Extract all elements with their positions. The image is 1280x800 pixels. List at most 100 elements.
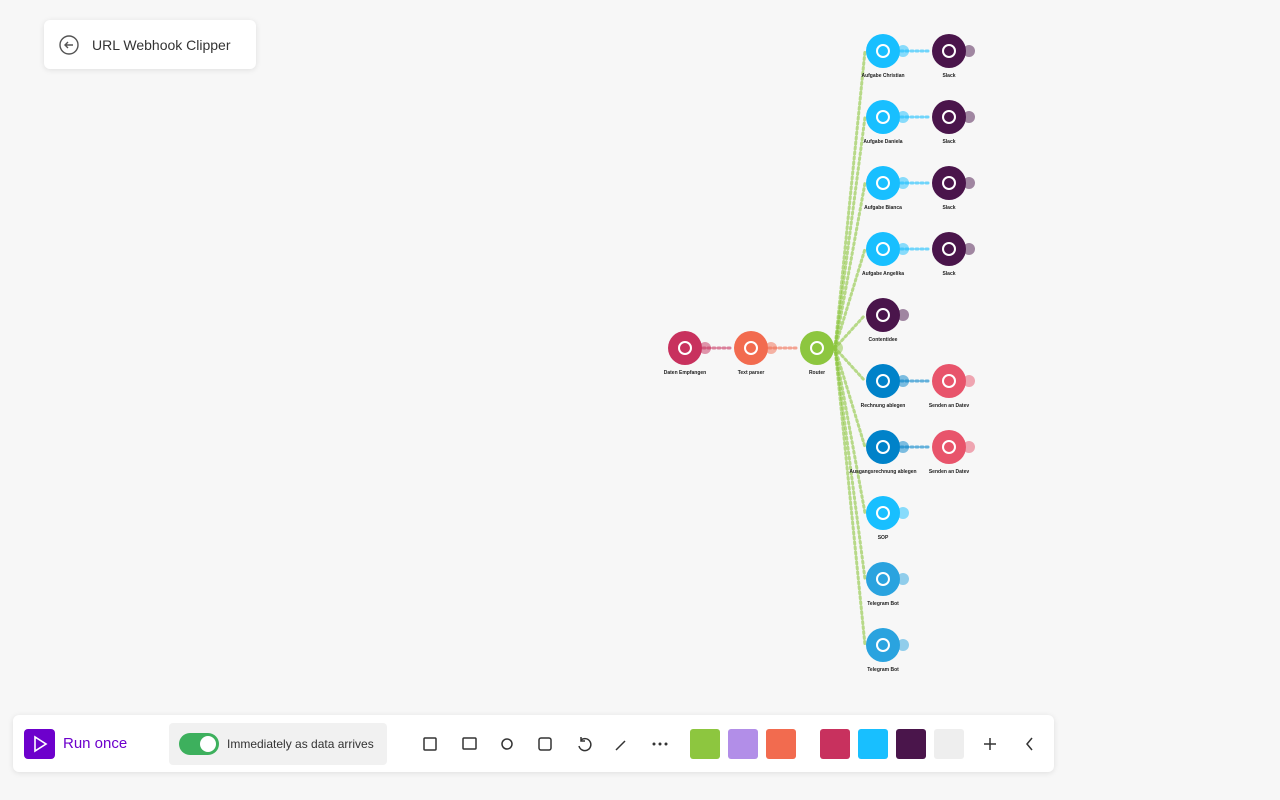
module-glyph — [876, 110, 890, 124]
module-glyph — [876, 374, 890, 388]
module[interactable]: SOP — [866, 496, 909, 541]
module-handle — [963, 177, 975, 189]
module-handle — [897, 573, 909, 585]
module-label: Aufgabe Daniela — [863, 139, 902, 145]
module-handle — [963, 111, 975, 123]
module[interactable]: Text parser — [734, 331, 777, 376]
module-label: Slack — [942, 271, 955, 277]
module-glyph — [942, 176, 956, 190]
module-handle — [897, 309, 909, 321]
tool-airtable[interactable] — [858, 729, 888, 759]
tool-flow[interactable] — [728, 729, 758, 759]
module-glyph — [810, 341, 824, 355]
module-handle — [897, 45, 909, 57]
module[interactable]: Daten Empfangen — [664, 331, 711, 376]
back-button[interactable] — [58, 34, 80, 56]
module-handle — [831, 342, 843, 354]
module-icon — [866, 232, 900, 266]
scenario-canvas: Daten Empfangen Text parser Router Aufgabe … — [664, 34, 975, 673]
module-handle — [897, 375, 909, 387]
module-icon — [866, 100, 900, 134]
module-label: Slack — [942, 73, 955, 79]
module-label: Telegram Bot — [867, 601, 899, 607]
module[interactable]: Senden an Datev — [929, 364, 975, 409]
module[interactable]: Aufgabe Daniela — [863, 100, 909, 145]
module[interactable]: Aufgabe Angelika — [862, 232, 909, 277]
module-label: Contentidee — [869, 337, 898, 343]
module-label: Slack — [942, 139, 955, 145]
module-icon — [866, 628, 900, 662]
module[interactable]: Aufgabe Bianca — [864, 166, 909, 211]
module-icon — [932, 364, 966, 398]
run-label[interactable]: Run once — [63, 735, 128, 752]
module[interactable]: Senden an Datev — [929, 430, 975, 475]
module-label: Router — [809, 370, 825, 376]
module-handle — [963, 375, 975, 387]
module-icon — [866, 562, 900, 596]
module[interactable]: Contentidee — [866, 298, 909, 343]
module-handle — [897, 243, 909, 255]
tool-router[interactable] — [690, 729, 720, 759]
tool-slack[interactable] — [896, 729, 926, 759]
module-label: Aufgabe Angelika — [862, 271, 904, 277]
module-glyph — [942, 242, 956, 256]
module-glyph — [876, 44, 890, 58]
toggle[interactable] — [179, 733, 219, 755]
module[interactable]: Rechnung ablegen — [861, 364, 909, 409]
module-glyph — [876, 506, 890, 520]
module-glyph — [942, 110, 956, 124]
module-label: Text parser — [738, 370, 765, 376]
connection — [833, 346, 867, 581]
module[interactable]: Slack — [932, 34, 975, 79]
module[interactable]: Telegram Bot — [866, 628, 909, 673]
module[interactable]: Slack — [932, 232, 975, 277]
module-handle — [765, 342, 777, 354]
module-glyph — [876, 638, 890, 652]
module-handle — [963, 45, 975, 57]
tool-parser[interactable] — [766, 729, 796, 759]
module-glyph — [942, 440, 956, 454]
toolbar: Run once Immediately as data arrives — [13, 715, 1054, 772]
module[interactable]: Router — [800, 331, 843, 376]
module-icon — [734, 331, 768, 365]
module-label: Telegram Bot — [867, 667, 899, 673]
module-icon — [932, 100, 966, 134]
connection — [833, 247, 867, 350]
module-handle — [897, 639, 909, 651]
module-icon — [866, 430, 900, 464]
module-glyph — [942, 44, 956, 58]
module-icon — [866, 496, 900, 530]
module-label: Senden an Datev — [929, 403, 970, 409]
module-glyph — [876, 176, 890, 190]
module[interactable]: Telegram Bot — [866, 562, 909, 607]
module-glyph — [744, 341, 758, 355]
scenario-title: URL Webhook Clipper — [92, 36, 231, 53]
module[interactable]: Ausgangsrechnung ablegen — [849, 430, 917, 475]
schedule[interactable]: Immediately as data arrives — [169, 723, 387, 765]
connection — [833, 313, 867, 350]
module-label: Senden an Datev — [929, 469, 970, 475]
module[interactable]: Slack — [932, 100, 975, 145]
module-handle — [963, 441, 975, 453]
scenario-header: URL Webhook Clipper — [44, 20, 256, 69]
module-handle — [897, 441, 909, 453]
module-glyph — [942, 374, 956, 388]
module-label: Daten Empfangen — [664, 370, 707, 376]
module[interactable]: Aufgabe Christian — [861, 34, 909, 79]
module-label: SOP — [878, 535, 889, 541]
module-handle — [897, 177, 909, 189]
tool-webhook[interactable] — [820, 729, 850, 759]
module-glyph — [678, 341, 692, 355]
module-icon — [932, 430, 966, 464]
tool-icons — [423, 737, 668, 752]
tool-more[interactable] — [934, 729, 964, 759]
schedule-label: Immediately as data arrives — [227, 737, 374, 751]
module-icon — [932, 166, 966, 200]
module-glyph — [876, 308, 890, 322]
module-glyph — [876, 440, 890, 454]
run-button[interactable] — [24, 729, 55, 759]
connection — [833, 346, 867, 515]
module[interactable]: Slack — [932, 166, 975, 211]
connection — [833, 346, 867, 383]
